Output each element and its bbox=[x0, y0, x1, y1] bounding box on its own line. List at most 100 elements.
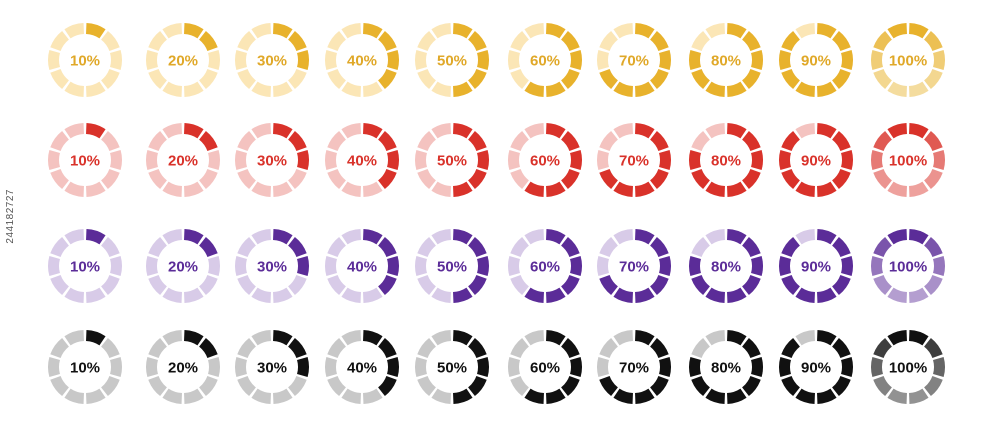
ring-segment-active bbox=[634, 330, 655, 346]
progress-ring: 50% bbox=[415, 23, 489, 97]
ring-segment-active bbox=[476, 255, 489, 277]
ring-segment-active bbox=[795, 181, 816, 197]
ring-segment-active bbox=[795, 81, 816, 97]
ring-segment-active bbox=[545, 388, 566, 404]
ring-segment-active bbox=[873, 337, 893, 359]
ring-segment-active bbox=[452, 123, 473, 139]
ring-segment-inactive bbox=[148, 68, 168, 90]
ring-segment-active bbox=[689, 49, 702, 71]
ring-segment-inactive bbox=[341, 123, 362, 139]
ring-segment-active bbox=[831, 68, 851, 90]
ring-segment-active bbox=[287, 236, 307, 258]
ring-segment-inactive bbox=[325, 149, 338, 171]
ring-segment-active bbox=[467, 168, 487, 190]
ring-segment-active bbox=[908, 81, 929, 97]
ring-segment-inactive bbox=[64, 388, 85, 404]
ring-segment-active bbox=[831, 168, 851, 190]
ring-segment-inactive bbox=[109, 356, 122, 378]
ring-segment-active bbox=[871, 356, 884, 378]
ring-segment-inactive bbox=[148, 274, 168, 296]
ring-segment-active bbox=[932, 255, 945, 277]
ring-segment-inactive bbox=[510, 375, 530, 397]
ring-segment-active bbox=[649, 168, 669, 190]
ring-segment-inactive bbox=[287, 274, 307, 296]
ring-percent-label: 30% bbox=[257, 360, 287, 377]
ring-segment-active bbox=[831, 30, 851, 52]
ring-segment-active bbox=[634, 23, 655, 39]
ring-percent-label: 90% bbox=[801, 360, 831, 377]
ring-segment-inactive bbox=[417, 130, 437, 152]
ring-segment-inactive bbox=[415, 356, 428, 378]
ring-segment-inactive bbox=[237, 68, 257, 90]
ring-segment-inactive bbox=[613, 330, 634, 346]
ring-segment-active bbox=[691, 68, 711, 90]
ring-segment-active bbox=[452, 330, 473, 346]
ring-segment-active bbox=[705, 181, 726, 197]
progress-ring: 80% bbox=[689, 330, 763, 404]
ring-segment-active bbox=[386, 149, 399, 171]
ring-segment-inactive bbox=[524, 330, 545, 346]
ring-segment-inactive bbox=[148, 236, 168, 258]
ring-segment-active bbox=[840, 49, 853, 71]
ring-segment-inactive bbox=[100, 337, 120, 359]
progress-ring: 70% bbox=[597, 23, 671, 97]
ring-segment-inactive bbox=[64, 181, 85, 197]
ring-segment-inactive bbox=[795, 123, 816, 139]
ring-segment-active bbox=[649, 236, 669, 258]
ring-percent-label: 30% bbox=[257, 259, 287, 276]
progress-ring: 20% bbox=[146, 330, 220, 404]
ring-segment-active bbox=[887, 229, 908, 245]
ring-percent-label: 80% bbox=[711, 153, 741, 170]
ring-segment-active bbox=[750, 255, 763, 277]
ring-segment-inactive bbox=[415, 149, 428, 171]
ring-segment-inactive bbox=[417, 375, 437, 397]
ring-segment-inactive bbox=[597, 149, 610, 171]
ring-segment-inactive bbox=[162, 81, 183, 97]
ring-segment-active bbox=[923, 337, 943, 359]
ring-segment-active bbox=[545, 23, 566, 39]
ring-segment-active bbox=[887, 181, 908, 197]
ring-segment-active bbox=[560, 130, 580, 152]
ring-segment-inactive bbox=[183, 81, 204, 97]
ring-segment-active bbox=[726, 330, 747, 346]
ring-segment-active bbox=[873, 375, 893, 397]
ring-row-yellow: 10% 20% 30% 40% 50% 60% 70% 80% 90% 100% bbox=[48, 23, 945, 97]
ring-segment-inactive bbox=[64, 23, 85, 39]
ring-segment-active bbox=[873, 130, 893, 152]
progress-ring: 90% bbox=[779, 123, 853, 197]
ring-percent-label: 80% bbox=[711, 259, 741, 276]
progress-ring: 10% bbox=[48, 23, 122, 97]
ring-segment-active bbox=[377, 68, 397, 90]
ring-segment-active bbox=[287, 30, 307, 52]
ring-segment-active bbox=[908, 388, 929, 404]
ring-segment-inactive bbox=[325, 255, 338, 277]
ring-segment-inactive bbox=[524, 23, 545, 39]
ring-segment-active bbox=[831, 337, 851, 359]
ring-segment-active bbox=[816, 23, 837, 39]
ring-segment-active bbox=[452, 23, 473, 39]
ring-percent-label: 90% bbox=[801, 153, 831, 170]
ring-segment-active bbox=[386, 49, 399, 71]
ring-segment-active bbox=[613, 388, 634, 404]
ring-segment-active bbox=[560, 375, 580, 397]
ring-segment-inactive bbox=[510, 236, 530, 258]
ring-segment-active bbox=[726, 287, 747, 303]
ring-percent-label: 60% bbox=[530, 53, 560, 70]
ring-segment-inactive bbox=[795, 229, 816, 245]
ring-segment-inactive bbox=[50, 337, 70, 359]
ring-segment-active bbox=[272, 23, 293, 39]
ring-segment-inactive bbox=[251, 123, 272, 139]
ring-segment-inactive bbox=[415, 49, 428, 71]
ring-segment-active bbox=[932, 149, 945, 171]
ring-segment-inactive bbox=[148, 130, 168, 152]
ring-segment-inactive bbox=[327, 168, 347, 190]
ring-segment-active bbox=[923, 130, 943, 152]
ring-segment-inactive bbox=[599, 30, 619, 52]
ring-segment-active bbox=[386, 255, 399, 277]
ring-segment-active bbox=[705, 81, 726, 97]
ring-segment-inactive bbox=[272, 181, 293, 197]
ring-segment-active bbox=[840, 149, 853, 171]
ring-percent-label: 10% bbox=[70, 259, 100, 276]
ring-segment-active bbox=[634, 81, 655, 97]
ring-segment-inactive bbox=[510, 337, 530, 359]
